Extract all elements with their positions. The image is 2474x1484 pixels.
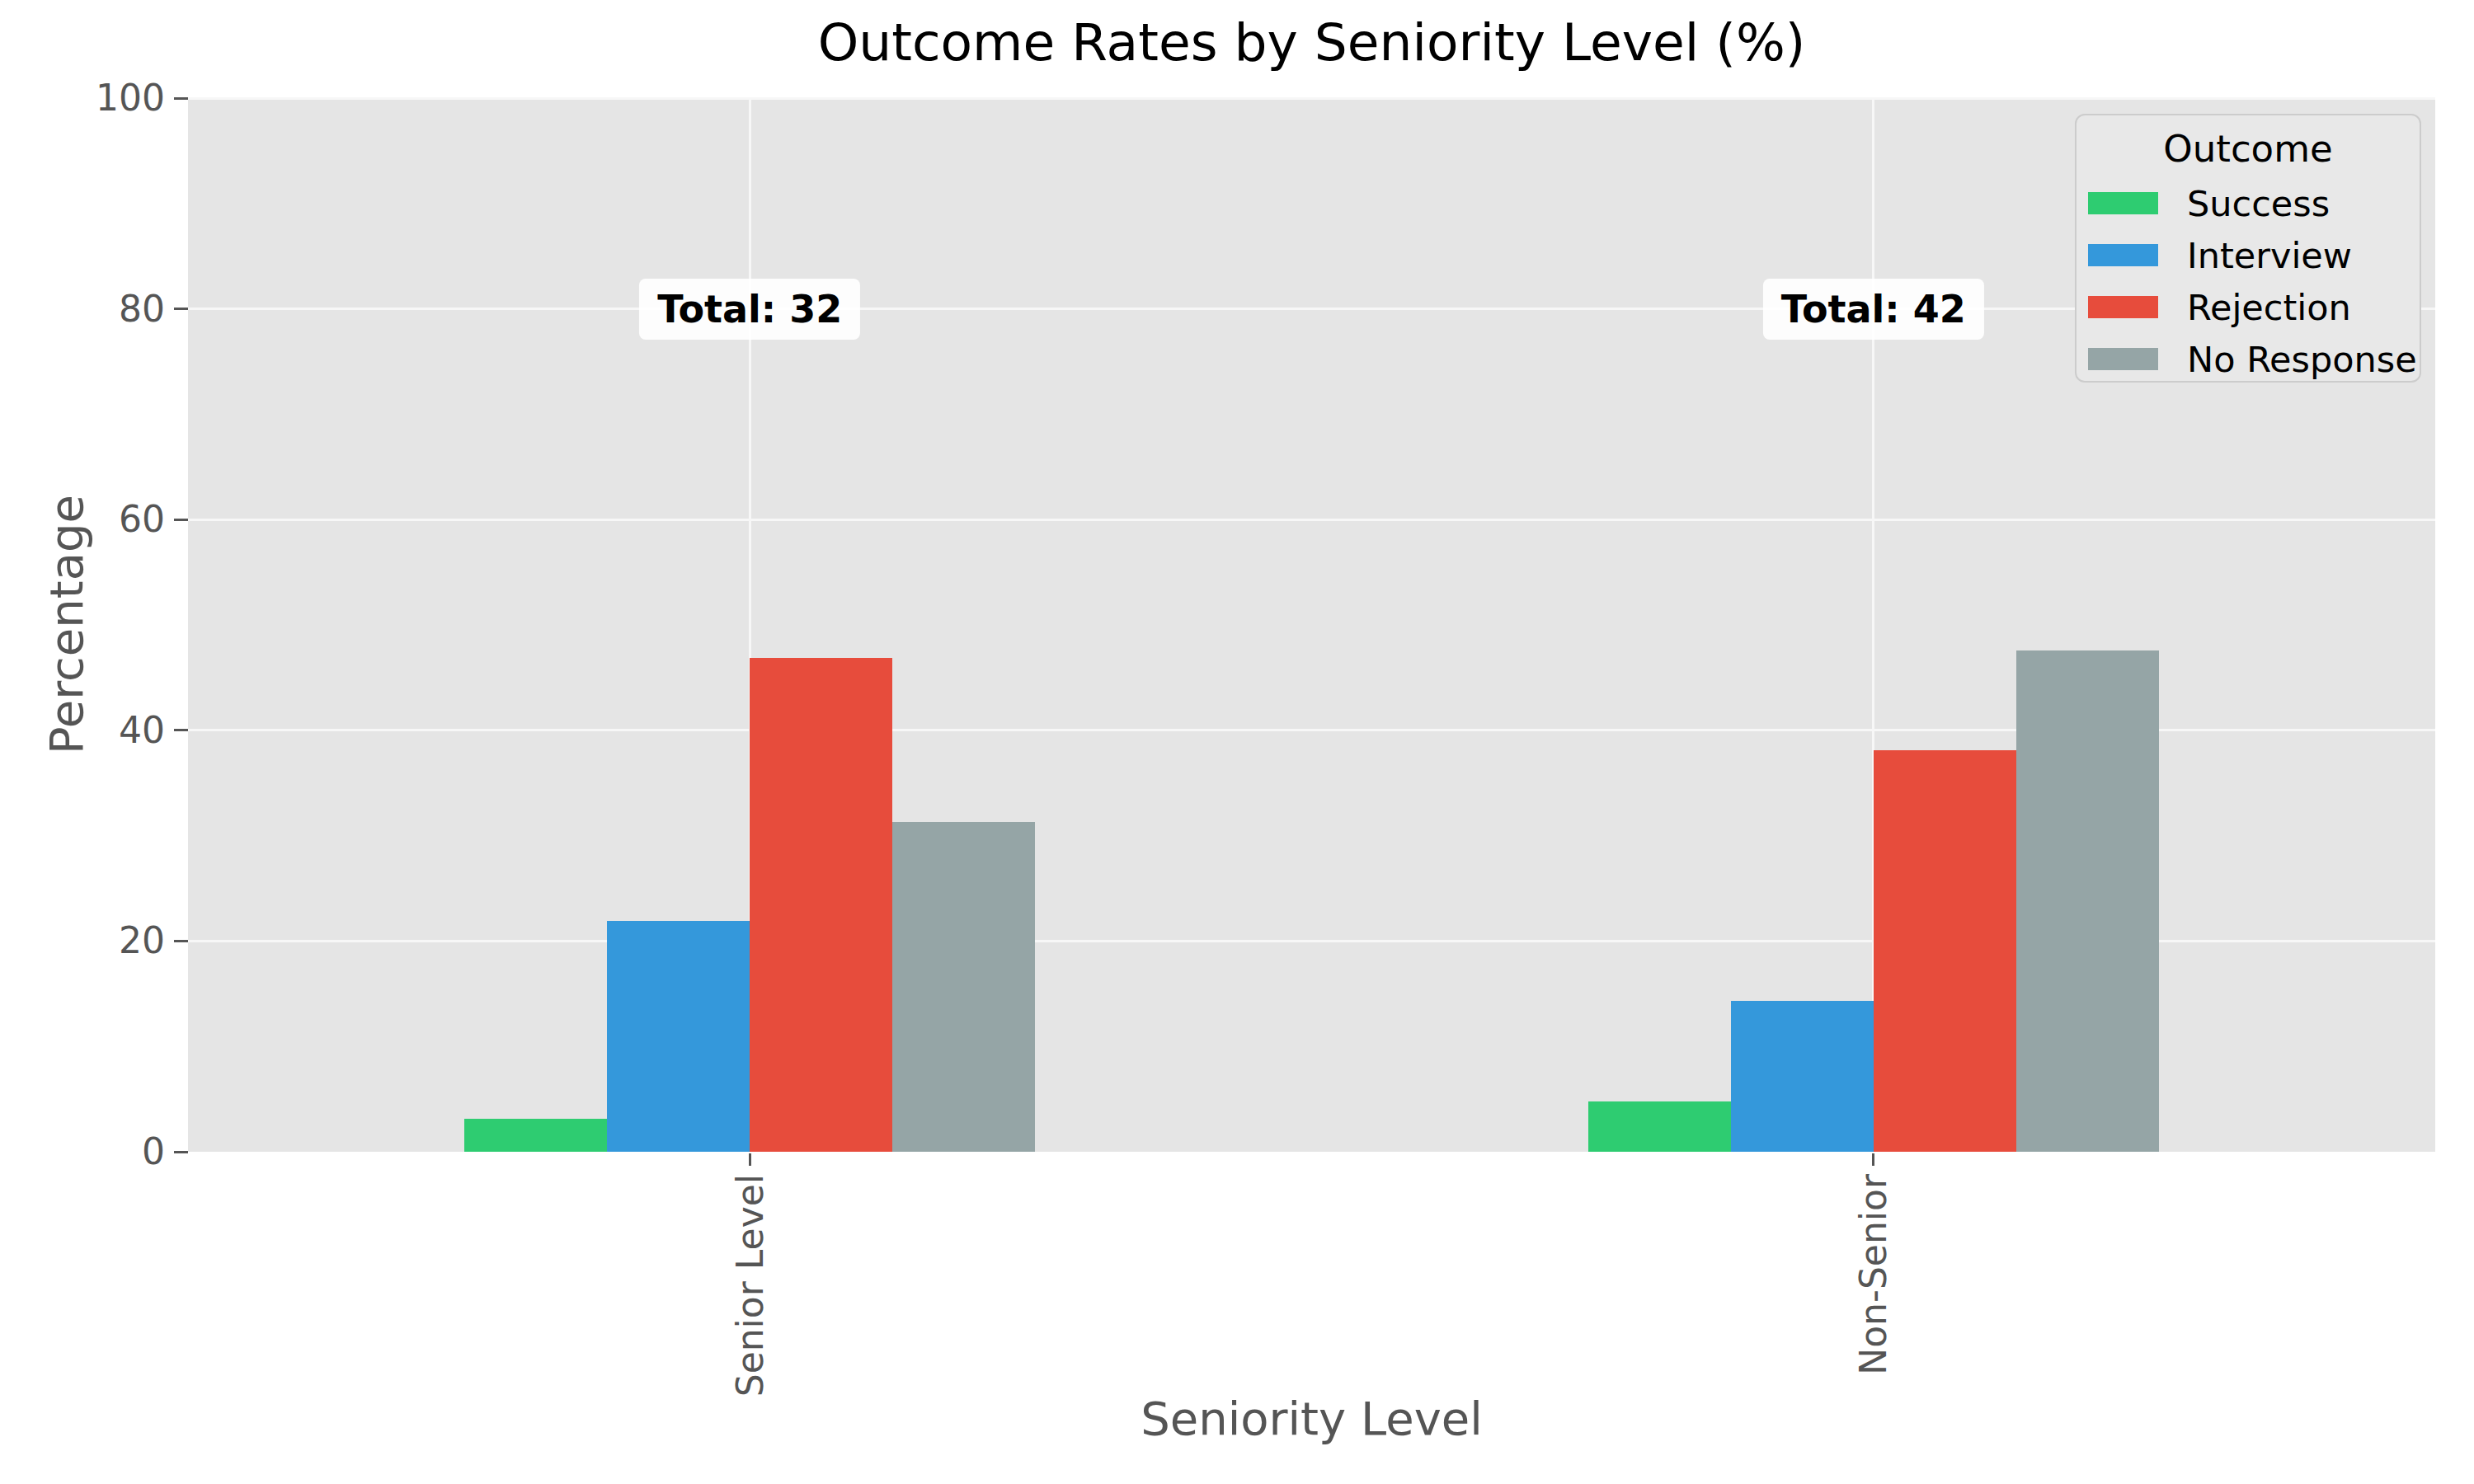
y-axis-label-text: Percentage xyxy=(40,495,93,754)
bar-non-senior-interview xyxy=(1731,1001,1874,1152)
legend-swatch-success xyxy=(2088,192,2158,214)
y-tick-mark-100 xyxy=(174,97,188,100)
x-tick-label-text-non-senior: Non-Senior xyxy=(1852,1174,1894,1375)
legend-label-interview: Interview xyxy=(2187,235,2352,276)
bar-non-senior-rejection xyxy=(1874,750,2016,1152)
y-tick-mark-40 xyxy=(174,729,188,731)
gridline-h-100 xyxy=(188,97,2435,100)
chart-title: Outcome Rates by Seniority Level (%) xyxy=(188,12,2435,74)
legend-swatch-interview xyxy=(2088,244,2158,266)
legend-item-interview: Interview xyxy=(2077,229,2420,281)
x-tick-label-text-senior-level: Senior Level xyxy=(729,1174,771,1397)
legend: Outcome Success Interview Rejection No Resp… xyxy=(2075,114,2421,383)
legend-swatch-no-response xyxy=(2088,348,2158,370)
bar-senior-level-success xyxy=(464,1119,607,1152)
figure: Outcome Rates by Seniority Level (%) Tot… xyxy=(0,0,2474,1484)
bar-non-senior-no-response xyxy=(2016,650,2159,1152)
annotation-non-senior: Total: 42 xyxy=(1763,279,1984,340)
legend-items: Success Interview Rejection No Response xyxy=(2077,177,2420,385)
bar-senior-level-no-response xyxy=(892,822,1035,1152)
annotation-senior-level: Total: 32 xyxy=(639,279,860,340)
x-tick-mark-senior-level xyxy=(749,1153,751,1166)
legend-item-rejection: Rejection xyxy=(2077,281,2420,333)
x-axis-label: Seniority Level xyxy=(188,1392,2435,1445)
legend-label-success: Success xyxy=(2187,183,2330,224)
legend-label-no-response: No Response xyxy=(2187,339,2417,380)
y-tick-mark-60 xyxy=(174,519,188,521)
gridline-h-60 xyxy=(188,519,2435,521)
bar-senior-level-interview xyxy=(607,921,750,1152)
legend-swatch-rejection xyxy=(2088,296,2158,318)
legend-item-success: Success xyxy=(2077,177,2420,229)
legend-item-no-response: No Response xyxy=(2077,333,2420,385)
x-tick-mark-non-senior xyxy=(1872,1153,1874,1166)
bar-senior-level-rejection xyxy=(750,658,892,1152)
legend-title: Outcome xyxy=(2077,127,2420,171)
y-tick-mark-20 xyxy=(174,940,188,942)
bar-non-senior-success xyxy=(1588,1101,1731,1152)
y-axis-label: Percentage xyxy=(25,98,107,1152)
y-tick-mark-0 xyxy=(174,1151,188,1153)
y-tick-mark-80 xyxy=(174,308,188,310)
legend-label-rejection: Rejection xyxy=(2187,287,2351,328)
